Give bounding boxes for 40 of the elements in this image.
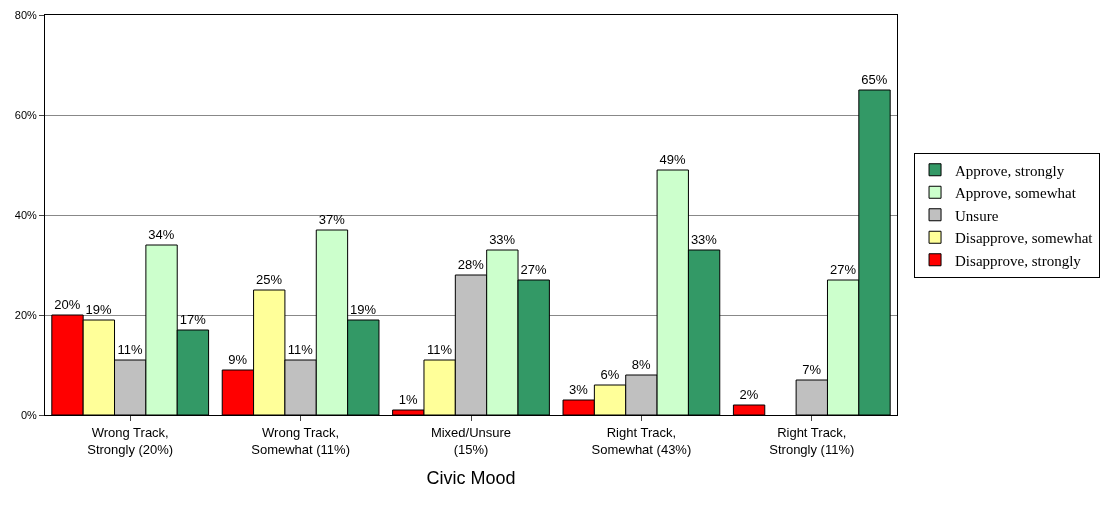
x-axis-title: Civic Mood [426, 467, 516, 488]
y-tick-label: 0% [20, 408, 38, 421]
x-tick-label: Right Track, Strongly (11%) [769, 424, 855, 457]
data-label: 1% [398, 392, 418, 407]
y-tick-label: 20% [14, 308, 37, 321]
data-label: 65% [861, 72, 888, 87]
data-label: 25% [256, 272, 283, 287]
data-label: 6% [600, 367, 620, 382]
data-label: 19% [85, 302, 113, 317]
data-label: 49% [659, 152, 686, 167]
legend-label: Approve, strongly [955, 162, 1065, 179]
legend-label: Disapprove, strongly [955, 252, 1082, 269]
data-label: 33% [690, 232, 718, 247]
x-tick-label: Wrong Track, Strongly (20%) [87, 424, 174, 457]
data-label: 19% [350, 302, 377, 317]
legend-label: Approve, somewhat [955, 185, 1077, 202]
data-label: 8% [631, 357, 652, 372]
y-tick-label: 80% [14, 8, 37, 21]
data-label: 37% [318, 212, 346, 227]
data-label: 7% [802, 362, 822, 377]
legend-label: Unsure [955, 207, 999, 224]
data-label: 9% [228, 352, 248, 367]
y-tick-label: 60% [14, 108, 37, 121]
data-label: 28% [457, 257, 485, 272]
x-tick-label: Right Track, Somewhat (43%) [591, 424, 692, 457]
data-label: 11% [287, 342, 314, 357]
x-tick-label: Mixed/Unsure (15%) [430, 424, 512, 457]
data-label: 17% [179, 312, 207, 327]
data-label: 3% [569, 382, 589, 397]
data-label: 11% [426, 342, 453, 357]
data-label: 27% [829, 262, 857, 277]
y-tick-label: 40% [14, 208, 37, 221]
x-tick-label: Wrong Track, Somewhat (11%) [251, 424, 350, 457]
data-label: 11% [117, 342, 143, 357]
data-label: 33% [489, 232, 516, 247]
data-label: 20% [54, 297, 81, 312]
data-label: 2% [739, 387, 759, 402]
data-label: 27% [520, 262, 547, 277]
legend-label: Disapprove, somewhat [955, 230, 1094, 247]
data-label: 34% [148, 227, 175, 242]
